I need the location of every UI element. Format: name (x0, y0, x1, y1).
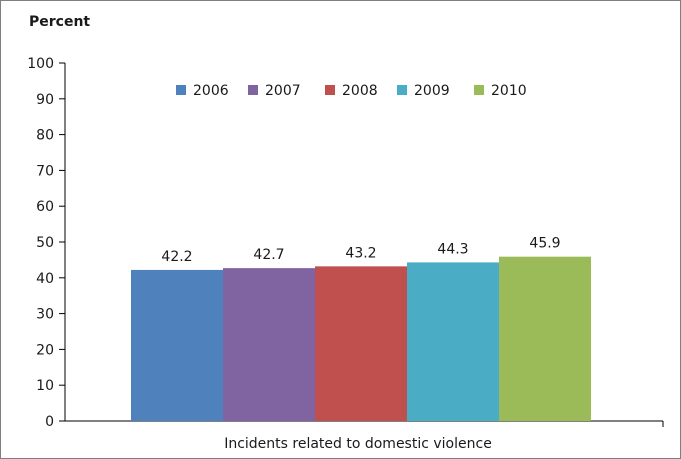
legend: 2006 2007 2008 2009 2010 (176, 83, 527, 99)
bar-2007 (223, 268, 315, 421)
y-tick-label: 10 (36, 378, 54, 394)
bars-group (131, 256, 591, 421)
legend-swatch-2009 (397, 85, 407, 95)
legend-label-2007: 2007 (265, 83, 301, 99)
legend-label-2009: 2009 (414, 83, 450, 99)
y-tick-label: 0 (45, 414, 54, 430)
y-tick-label: 40 (36, 271, 54, 287)
data-label-2007: 42.7 (253, 247, 284, 263)
bar-2006 (131, 269, 223, 421)
y-tick-label: 70 (36, 163, 54, 179)
legend-label-2010: 2010 (491, 83, 527, 99)
data-label-2008: 43.2 (345, 245, 376, 261)
y-axis: 0 10 20 30 40 50 60 70 80 90 100 (27, 56, 66, 430)
y-tick-label: 30 (36, 307, 54, 323)
legend-swatch-2006 (176, 85, 186, 95)
x-axis (65, 420, 664, 427)
y-tick-label: 80 (36, 128, 54, 144)
y-tick-label: 60 (36, 199, 54, 215)
bar-2009 (407, 262, 499, 421)
y-tick-label: 90 (36, 92, 54, 108)
bar-2008 (315, 266, 407, 421)
y-tick-label: 100 (27, 56, 54, 72)
data-label-2009: 44.3 (437, 241, 468, 257)
x-category-label: Incidents related to domestic violence (224, 436, 492, 452)
legend-swatch-2010 (474, 85, 484, 95)
data-label-2010: 45.9 (529, 236, 560, 252)
bar-2010 (499, 256, 591, 421)
data-labels-group: 42.2 42.7 43.2 44.3 45.9 (161, 236, 560, 265)
legend-swatch-2008 (325, 85, 335, 95)
legend-label-2008: 2008 (342, 83, 378, 99)
y-tick-label: 20 (36, 342, 54, 358)
y-axis-title: Percent (29, 14, 90, 30)
y-tick-label: 50 (36, 235, 54, 251)
legend-label-2006: 2006 (193, 83, 229, 99)
legend-swatch-2007 (248, 85, 258, 95)
data-label-2006: 42.2 (161, 249, 192, 265)
